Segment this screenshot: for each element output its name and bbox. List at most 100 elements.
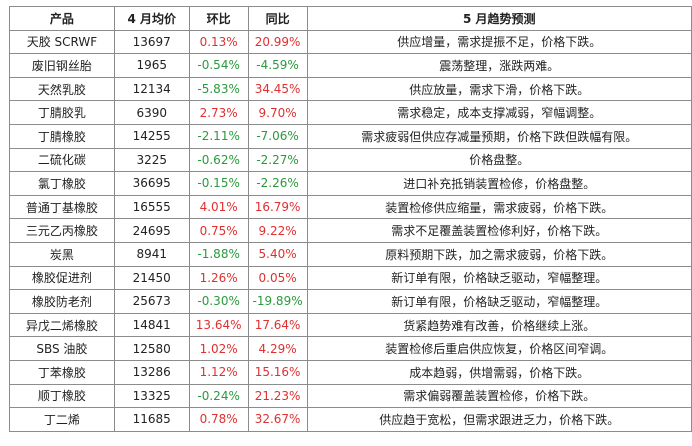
yoy-cell: 9.22% bbox=[247, 218, 308, 243]
yoy-cell: 34.45% bbox=[247, 76, 308, 102]
mom-cell: -0.24% bbox=[188, 383, 249, 409]
price-cell: 36695 bbox=[113, 171, 190, 196]
table-row: 天然乳胶 12134 -5.83% 34.45% 供应放量，需求下滑，价格下跌。 bbox=[9, 76, 692, 102]
mom-cell: -0.30% bbox=[188, 289, 249, 314]
product-cell: SBS 油胶 bbox=[9, 336, 115, 361]
table-row: 顺丁橡胶 13325 -0.24% 21.23% 需求偏弱覆盖装置检修，价格下跌。 bbox=[9, 383, 692, 409]
price-cell: 12580 bbox=[113, 336, 190, 361]
rubber-price-table: 产品 4 月均价 环比 同比 5 月趋势预测 天胶 SCRWF 13697 0.13… bbox=[9, 6, 692, 432]
mom-cell: -0.62% bbox=[188, 147, 249, 173]
price-cell: 14841 bbox=[113, 312, 190, 338]
yoy-cell: 15.16% bbox=[247, 359, 308, 385]
yoy-cell: -2.26% bbox=[247, 171, 308, 196]
table-row: 异戊二烯橡胶 14841 13.64% 17.64% 货紧趋势难有改善，价格继续上涨。 bbox=[9, 312, 692, 338]
product-cell: 氯丁橡胶 bbox=[9, 171, 115, 196]
product-cell: 顺丁橡胶 bbox=[9, 383, 115, 409]
product-cell: 炭黑 bbox=[9, 241, 115, 267]
yoy-cell: 21.23% bbox=[247, 383, 308, 409]
price-cell: 13325 bbox=[113, 383, 190, 409]
price-cell: 8941 bbox=[113, 241, 190, 267]
mom-cell: -5.83% bbox=[188, 76, 249, 102]
product-cell: 丁腈橡胶 bbox=[9, 123, 115, 149]
forecast-cell: 供应趋于宽松，但需求跟进乏力，价格下跌。 bbox=[306, 407, 692, 432]
price-cell: 12134 bbox=[113, 76, 190, 102]
product-cell: 二硫化碳 bbox=[9, 147, 115, 173]
yoy-cell: 0.05% bbox=[247, 265, 308, 291]
product-cell: 丁苯橡胶 bbox=[9, 359, 115, 385]
yoy-cell: -2.27% bbox=[247, 147, 308, 173]
table-row: 废旧钢丝胎 1965 -0.54% -4.59% 震荡整理，涨跌两难。 bbox=[9, 53, 692, 78]
yoy-cell: 4.29% bbox=[247, 336, 308, 361]
forecast-cell: 需求偏弱覆盖装置检修，价格下跌。 bbox=[306, 383, 692, 409]
header-price: 4 月均价 bbox=[113, 6, 190, 31]
yoy-cell: 5.40% bbox=[247, 241, 308, 267]
price-cell: 11685 bbox=[113, 407, 190, 432]
price-cell: 6390 bbox=[113, 100, 190, 125]
header-forecast: 5 月趋势预测 bbox=[306, 6, 692, 31]
product-cell: 天胶 SCRWF bbox=[9, 29, 115, 55]
product-cell: 普通丁基橡胶 bbox=[9, 194, 115, 220]
table-row: 丁二烯 11685 0.78% 32.67% 供应趋于宽松，但需求跟进乏力，价格下跌。 bbox=[9, 407, 692, 432]
forecast-cell: 供应增量，需求提振不足，价格下跌。 bbox=[306, 29, 692, 55]
mom-cell: 4.01% bbox=[188, 194, 249, 220]
yoy-cell: 32.67% bbox=[247, 407, 308, 432]
table-row: 丁腈橡胶 14255 -2.11% -7.06% 需求疲弱但供应存减量预期，价格下跌但跌… bbox=[9, 123, 692, 149]
mom-cell: 0.78% bbox=[188, 407, 249, 432]
forecast-cell: 成本趋弱，供增需弱，价格下跌。 bbox=[306, 359, 692, 385]
yoy-cell: -19.89% bbox=[247, 289, 308, 314]
product-cell: 丁腈胶乳 bbox=[9, 100, 115, 125]
table-container: 产品 4 月均价 环比 同比 5 月趋势预测 天胶 SCRWF 13697 0.13… bbox=[9, 6, 692, 432]
price-cell: 1965 bbox=[113, 53, 190, 78]
table-row: 丁腈胶乳 6390 2.73% 9.70% 需求稳定，成本支撑减弱，窄幅调整。 bbox=[9, 100, 692, 125]
price-cell: 16555 bbox=[113, 194, 190, 220]
table-row: 氯丁橡胶 36695 -0.15% -2.26% 进口补充抵销装置检修，价格盘整。 bbox=[9, 171, 692, 196]
table-row: 橡胶防老剂 25673 -0.30% -19.89% 新订单有限，价格缺乏驱动，窄幅整理… bbox=[9, 289, 692, 314]
mom-cell: 1.12% bbox=[188, 359, 249, 385]
forecast-cell: 震荡整理，涨跌两难。 bbox=[306, 53, 692, 78]
table-row: 天胶 SCRWF 13697 0.13% 20.99% 供应增量，需求提振不足，价格下跌… bbox=[9, 29, 692, 55]
forecast-cell: 新订单有限，价格缺乏驱动，窄幅整理。 bbox=[306, 265, 692, 291]
product-cell: 丁二烯 bbox=[9, 407, 115, 432]
mom-cell: 13.64% bbox=[188, 312, 249, 338]
table-row: 丁苯橡胶 13286 1.12% 15.16% 成本趋弱，供增需弱，价格下跌。 bbox=[9, 359, 692, 385]
table-row: 三元乙丙橡胶 24695 0.75% 9.22% 需求不足覆盖装置检修利好，价格下跌。 bbox=[9, 218, 692, 243]
yoy-cell: 17.64% bbox=[247, 312, 308, 338]
table-row: 橡胶促进剂 21450 1.26% 0.05% 新订单有限，价格缺乏驱动，窄幅整理。 bbox=[9, 265, 692, 291]
forecast-cell: 需求稳定，成本支撑减弱，窄幅调整。 bbox=[306, 100, 692, 125]
table-row: 炭黑 8941 -1.88% 5.40% 原料预期下跌，加之需求疲弱，价格下跌。 bbox=[9, 241, 692, 267]
forecast-cell: 装置检修后重启供应恢复，价格区间窄调。 bbox=[306, 336, 692, 361]
price-cell: 24695 bbox=[113, 218, 190, 243]
mom-cell: 1.02% bbox=[188, 336, 249, 361]
price-cell: 14255 bbox=[113, 123, 190, 149]
yoy-cell: 20.99% bbox=[247, 29, 308, 55]
table-row: 普通丁基橡胶 16555 4.01% 16.79% 装置检修供应缩量，需求疲弱，价格下跌… bbox=[9, 194, 692, 220]
mom-cell: -1.88% bbox=[188, 241, 249, 267]
mom-cell: -2.11% bbox=[188, 123, 249, 149]
mom-cell: 1.26% bbox=[188, 265, 249, 291]
table-row: 二硫化碳 3225 -0.62% -2.27% 价格盘整。 bbox=[9, 147, 692, 173]
product-cell: 三元乙丙橡胶 bbox=[9, 218, 115, 243]
forecast-cell: 新订单有限，价格缺乏驱动，窄幅整理。 bbox=[306, 289, 692, 314]
table-row: SBS 油胶 12580 1.02% 4.29% 装置检修后重启供应恢复，价格区间窄调。 bbox=[9, 336, 692, 361]
yoy-cell: 9.70% bbox=[247, 100, 308, 125]
price-cell: 3225 bbox=[113, 147, 190, 173]
price-cell: 13697 bbox=[113, 29, 190, 55]
header-product: 产品 bbox=[9, 6, 115, 31]
product-cell: 橡胶防老剂 bbox=[9, 289, 115, 314]
yoy-cell: 16.79% bbox=[247, 194, 308, 220]
forecast-cell: 供应放量，需求下滑，价格下跌。 bbox=[306, 76, 692, 102]
forecast-cell: 货紧趋势难有改善，价格继续上涨。 bbox=[306, 312, 692, 338]
mom-cell: 0.13% bbox=[188, 29, 249, 55]
forecast-cell: 原料预期下跌，加之需求疲弱，价格下跌。 bbox=[306, 241, 692, 267]
price-cell: 13286 bbox=[113, 359, 190, 385]
product-cell: 天然乳胶 bbox=[9, 76, 115, 102]
header-yoy: 同比 bbox=[247, 6, 308, 31]
product-cell: 橡胶促进剂 bbox=[9, 265, 115, 291]
product-cell: 异戊二烯橡胶 bbox=[9, 312, 115, 338]
forecast-cell: 装置检修供应缩量，需求疲弱，价格下跌。 bbox=[306, 194, 692, 220]
product-cell: 废旧钢丝胎 bbox=[9, 53, 115, 78]
forecast-cell: 价格盘整。 bbox=[306, 147, 692, 173]
mom-cell: 0.75% bbox=[188, 218, 249, 243]
forecast-cell: 进口补充抵销装置检修，价格盘整。 bbox=[306, 171, 692, 196]
header-mom: 环比 bbox=[188, 6, 249, 31]
